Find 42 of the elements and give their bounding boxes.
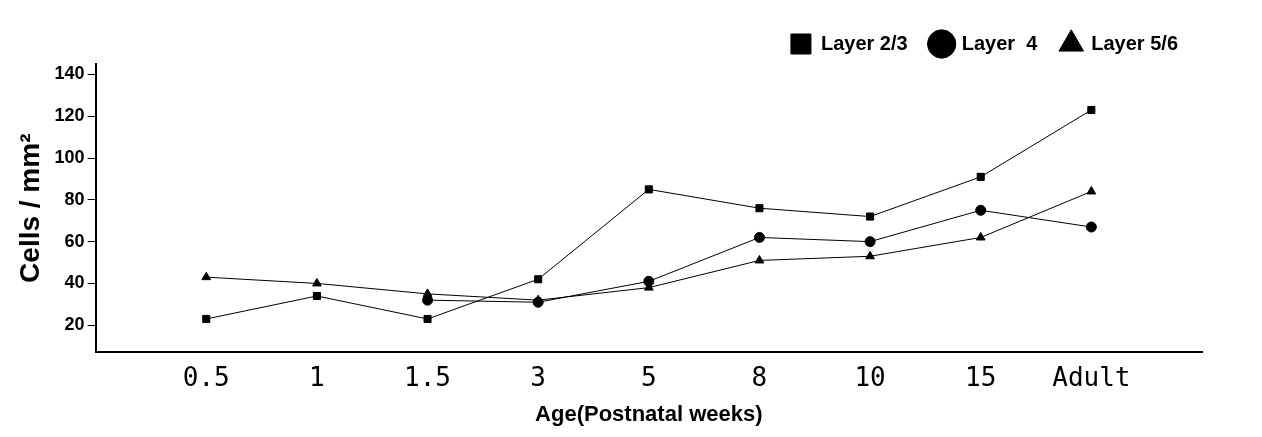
point [423, 314, 432, 323]
y-tick-label: 20 [64, 314, 85, 335]
x-tick-label: 15 [965, 361, 997, 392]
point [865, 250, 875, 260]
x-tick-label: 5 [640, 361, 657, 392]
point [866, 212, 875, 221]
point [755, 204, 764, 213]
point [1087, 105, 1096, 115]
point [534, 275, 543, 284]
y-axis-title: Cells / mm² [13, 133, 45, 283]
x-tick-label: Adult [1052, 361, 1131, 392]
legend-label: Layer 5/6 [1091, 31, 1179, 54]
point [976, 172, 985, 181]
x-axis-title: Age(Postnatal weeks) [535, 400, 763, 426]
x-tick-label: 1 [309, 361, 325, 392]
point [312, 291, 321, 301]
legend-label: Layer 2/3 [820, 31, 908, 54]
x-tick-label: 3 [530, 361, 547, 392]
point [864, 236, 876, 248]
point [754, 254, 765, 264]
y-tick-label: 40 [64, 272, 85, 293]
point [1085, 221, 1097, 233]
x-tick-label: 8 [751, 361, 768, 392]
y-tick-label: 80 [64, 188, 85, 209]
point [644, 185, 653, 194]
point [532, 296, 544, 308]
point [312, 277, 322, 287]
y-tick-label: 120 [54, 105, 85, 126]
y-tick-label: 100 [54, 147, 85, 168]
point [202, 314, 211, 323]
x-tick-label: 0.5 [182, 361, 230, 392]
legend-label: Layer 4 [961, 31, 1039, 54]
point [201, 271, 212, 281]
point [975, 204, 987, 216]
y-tick-label: 60 [64, 230, 85, 251]
x-tick-label: 10 [854, 361, 886, 392]
point [1086, 185, 1097, 195]
x-tick-label: 1.5 [404, 361, 452, 392]
point [975, 231, 986, 241]
point [753, 231, 765, 243]
y-tick-label: 140 [54, 63, 85, 84]
point [643, 275, 655, 287]
